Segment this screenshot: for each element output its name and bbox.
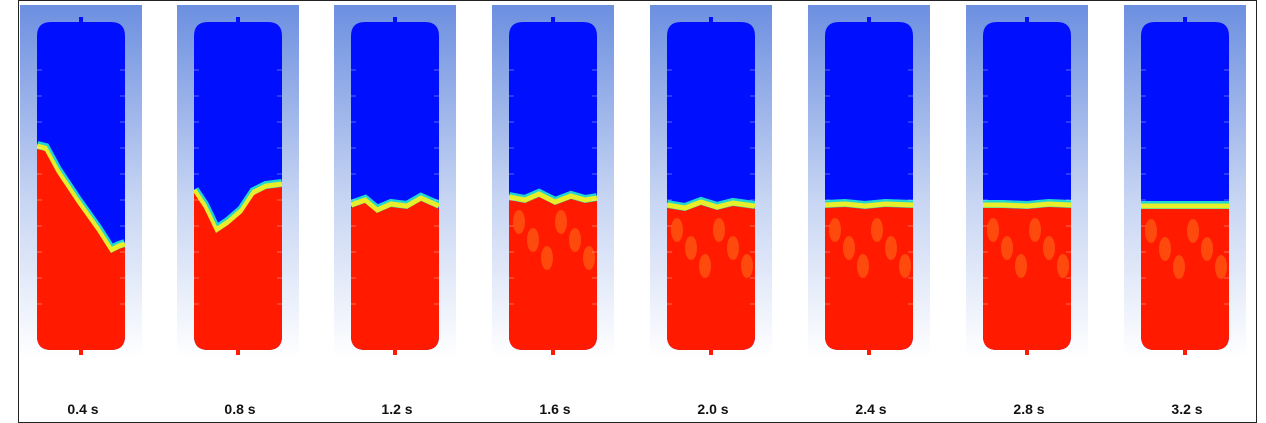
interface-yellow: [825, 201, 913, 209]
interface-yellow: [194, 181, 282, 234]
liquid-phase: [37, 149, 125, 350]
bottom-nozzle: [393, 349, 397, 355]
vessel: [983, 22, 1071, 350]
time-label: 0.8 s: [224, 401, 255, 417]
panel: 2.0 s: [650, 5, 772, 417]
interface-yellow: [509, 191, 597, 205]
vessel: [825, 22, 913, 350]
vessel: [351, 22, 439, 350]
turbulence: [1145, 219, 1157, 243]
turbulence: [741, 254, 753, 278]
panel: 0.4 s: [20, 5, 142, 417]
top-nozzle: [1025, 17, 1029, 23]
top-nozzle: [393, 17, 397, 23]
time-label: 2.8 s: [1013, 401, 1044, 417]
liquid-phase: [351, 201, 439, 350]
turbulence: [987, 218, 999, 242]
bottom-nozzle: [1183, 349, 1187, 355]
turbulence: [1187, 219, 1199, 243]
time-label: 1.6 s: [539, 401, 570, 417]
vessel: [1141, 22, 1229, 350]
panel: 0.8 s: [177, 5, 299, 417]
top-nozzle: [1183, 17, 1187, 23]
turbulence: [1201, 237, 1213, 261]
bottom-nozzle: [551, 349, 555, 355]
vessel: [667, 22, 755, 350]
turbulence: [829, 218, 841, 242]
turbulence: [1043, 236, 1055, 260]
top-nozzle: [79, 17, 83, 23]
turbulence: [1001, 236, 1013, 260]
turbulence: [1159, 237, 1171, 261]
panel: 1.6 s: [492, 5, 614, 417]
liquid-phase: [194, 187, 282, 350]
interface-yellow: [37, 143, 125, 254]
turbulence: [1215, 255, 1227, 279]
turbulence: [843, 236, 855, 260]
interface-yellow: [351, 195, 439, 213]
turbulence: [713, 218, 725, 242]
turbulence: [569, 228, 581, 252]
turbulence: [1173, 255, 1185, 279]
top-nozzle: [551, 17, 555, 23]
vessel: [509, 22, 597, 350]
time-label: 1.2 s: [381, 401, 412, 417]
time-label: 2.4 s: [855, 401, 886, 417]
turbulence: [727, 236, 739, 260]
vessel: [194, 22, 282, 350]
turbulence: [1015, 254, 1027, 278]
panel: 1.2 s: [334, 5, 456, 417]
bottom-nozzle: [79, 349, 83, 355]
panels: 0.4 s 0.8 s 1.2 s 1.6 s 2.0 s 2.4 s 2.8 s 3.2 s: [20, 5, 1246, 417]
top-nozzle: [709, 17, 713, 23]
turbulence: [885, 236, 897, 260]
turbulence: [541, 246, 553, 270]
bottom-nozzle: [867, 349, 871, 355]
top-nozzle: [236, 17, 240, 23]
turbulence: [685, 236, 697, 260]
vessel: [37, 22, 125, 350]
interface-yellow: [983, 201, 1071, 209]
panel: 2.4 s: [808, 5, 930, 417]
bottom-nozzle: [709, 349, 713, 355]
turbulence: [1029, 218, 1041, 242]
panel: 3.2 s: [1124, 5, 1246, 417]
time-label: 0.4 s: [67, 401, 98, 417]
time-label: 3.2 s: [1171, 401, 1202, 417]
bottom-nozzle: [236, 349, 240, 355]
turbulence: [555, 210, 567, 234]
top-nozzle: [867, 17, 871, 23]
turbulence: [699, 254, 711, 278]
turbulence: [871, 218, 883, 242]
interface-yellow: [667, 199, 755, 211]
time-label: 2.0 s: [697, 401, 728, 417]
panel: 2.8 s: [966, 5, 1088, 417]
bottom-nozzle: [1025, 349, 1029, 355]
turbulence: [671, 218, 683, 242]
turbulence: [527, 228, 539, 252]
turbulence: [583, 246, 595, 270]
turbulence: [899, 254, 911, 278]
turbulence: [513, 210, 525, 234]
turbulence: [857, 254, 869, 278]
turbulence: [1057, 254, 1069, 278]
